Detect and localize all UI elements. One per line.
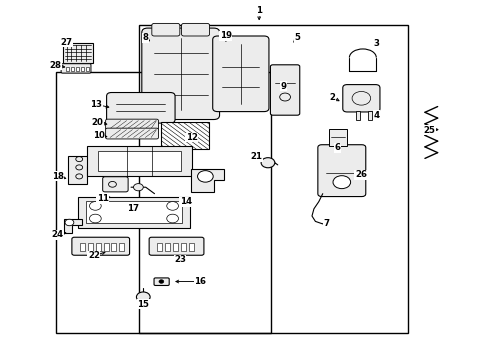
Bar	[161, 122, 209, 149]
Bar	[88, 243, 93, 251]
Text: 1: 1	[256, 6, 262, 15]
FancyBboxPatch shape	[342, 85, 379, 112]
Text: 5: 5	[294, 33, 300, 42]
Polygon shape	[190, 169, 224, 192]
Text: 25: 25	[423, 126, 434, 135]
Bar	[181, 243, 185, 251]
FancyBboxPatch shape	[212, 36, 268, 112]
Bar	[76, 67, 79, 71]
Text: 11: 11	[97, 194, 108, 203]
Text: 16: 16	[194, 277, 206, 286]
Circle shape	[89, 214, 101, 223]
Circle shape	[332, 176, 350, 189]
Text: 26: 26	[354, 170, 366, 179]
Circle shape	[166, 214, 178, 223]
FancyBboxPatch shape	[61, 64, 91, 73]
Circle shape	[166, 202, 178, 210]
Bar	[81, 67, 83, 71]
Text: 10: 10	[93, 130, 104, 139]
Text: 18: 18	[52, 172, 63, 181]
Text: 23: 23	[174, 256, 185, 264]
Bar	[328, 129, 346, 146]
Text: 6: 6	[334, 143, 340, 152]
FancyBboxPatch shape	[105, 128, 158, 139]
Text: 12: 12	[185, 133, 197, 142]
Circle shape	[261, 158, 274, 168]
Bar	[367, 111, 371, 120]
Text: 27: 27	[61, 38, 72, 47]
Text: 28: 28	[50, 61, 61, 70]
Bar	[87, 146, 192, 176]
Text: 21: 21	[250, 152, 262, 161]
FancyBboxPatch shape	[142, 28, 219, 120]
Bar	[188, 243, 193, 251]
Text: 8: 8	[142, 33, 148, 42]
Text: 2: 2	[329, 93, 335, 102]
FancyBboxPatch shape	[154, 278, 169, 285]
Bar	[165, 243, 170, 251]
Bar	[98, 151, 181, 171]
Text: 19: 19	[220, 31, 231, 40]
Polygon shape	[63, 219, 82, 233]
FancyBboxPatch shape	[270, 65, 299, 115]
Bar	[66, 67, 69, 71]
FancyBboxPatch shape	[106, 93, 175, 123]
Bar	[119, 243, 124, 251]
FancyBboxPatch shape	[149, 237, 203, 255]
Bar	[56, 72, 271, 333]
Text: 4: 4	[373, 111, 379, 120]
Bar	[355, 111, 359, 120]
Text: 24: 24	[52, 230, 63, 239]
Bar	[103, 243, 108, 251]
Circle shape	[89, 202, 101, 210]
Text: 3: 3	[373, 39, 379, 48]
FancyBboxPatch shape	[317, 145, 365, 197]
Bar	[78, 197, 189, 228]
Bar	[139, 25, 407, 333]
FancyBboxPatch shape	[72, 237, 129, 255]
Bar	[85, 201, 182, 223]
Bar	[85, 67, 88, 71]
Bar	[111, 243, 116, 251]
FancyBboxPatch shape	[151, 23, 180, 36]
Text: 15: 15	[137, 300, 149, 309]
FancyBboxPatch shape	[102, 177, 128, 192]
Circle shape	[133, 184, 143, 191]
Circle shape	[65, 219, 74, 226]
Circle shape	[197, 171, 213, 182]
Bar	[157, 243, 162, 251]
Bar	[80, 243, 85, 251]
Bar	[62, 43, 93, 63]
Text: 7: 7	[323, 219, 328, 228]
Circle shape	[159, 280, 163, 283]
Bar	[173, 243, 178, 251]
FancyBboxPatch shape	[105, 119, 158, 130]
Polygon shape	[68, 156, 97, 184]
Bar	[96, 243, 101, 251]
Bar	[71, 67, 74, 71]
FancyBboxPatch shape	[181, 23, 209, 36]
Text: 13: 13	[90, 100, 102, 109]
Text: 9: 9	[280, 82, 286, 91]
Text: 20: 20	[92, 118, 103, 127]
Text: 17: 17	[127, 204, 139, 213]
Text: 14: 14	[180, 197, 191, 206]
Circle shape	[136, 292, 150, 302]
Text: 22: 22	[88, 251, 100, 260]
